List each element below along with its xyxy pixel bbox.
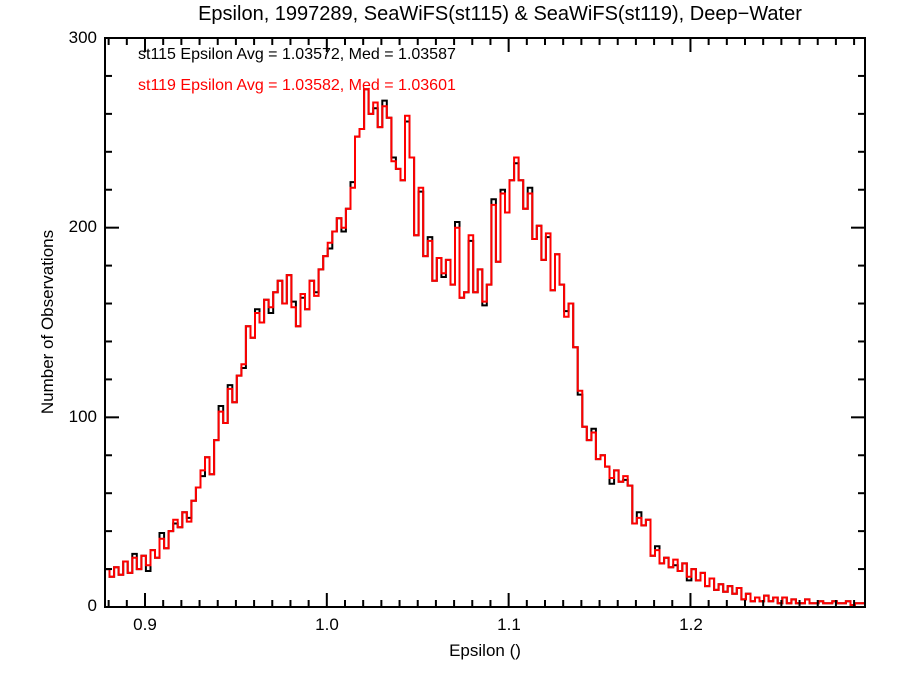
x-tick-label-0.9: 0.9 — [133, 615, 157, 634]
x-tick-label-1.2: 1.2 — [679, 615, 703, 634]
y-tick-label-200: 200 — [68, 217, 97, 236]
chart-title: Epsilon, 1997289, SeaWiFS(st115) & SeaWi… — [198, 3, 802, 25]
histogram-series-layer — [105, 88, 865, 607]
y-tick-label-0: 0 — [87, 596, 97, 615]
x-axis-label: Epsilon () — [449, 641, 521, 660]
y-axis-label: Number of Observations — [38, 229, 57, 415]
y-tick-label-300: 300 — [68, 28, 97, 47]
st115-histogram-path — [105, 88, 865, 607]
legend-entry-st119: st119 Epsilon Avg = 1.03582, Med = 1.036… — [138, 77, 456, 94]
axes-box — [104, 37, 866, 608]
legend-entry-st115: st115 Epsilon Avg = 1.03572, Med = 1.035… — [138, 46, 456, 63]
x-tick-label-1.0: 1.0 — [315, 615, 339, 634]
axes-layer — [104, 37, 866, 608]
x-tick-label-1.1: 1.1 — [497, 615, 521, 634]
st119-histogram-path — [105, 88, 865, 607]
y-tick-label-100: 100 — [68, 407, 97, 426]
